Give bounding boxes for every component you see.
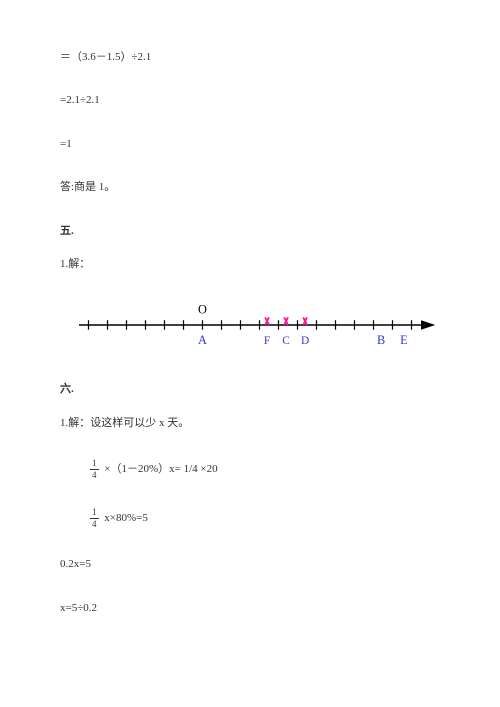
section-6-eq4: x=5÷0.2 [60,601,440,616]
eq2-text: x×80%=5 [104,512,148,524]
calc-answer: 答:商是 1。 [60,180,440,195]
section-5-header: 五. [60,224,440,239]
calc-step2: =2.1÷2.1 [60,93,440,108]
section-6-eq3: 0.2x=5 [60,557,440,572]
svg-text:F: F [264,335,270,347]
svg-text:O: O [198,303,207,317]
section-6-eq1: 1 4 ×（1－20%）x= 1/4 ×20 [90,459,440,480]
svg-text:B: B [377,333,385,347]
svg-text:D: D [301,335,309,347]
calc-step1: ＝（3.6－1.5）÷2.1 [60,50,440,65]
fraction-1-4: 1 4 [90,459,99,480]
section-5-prob1: 1.解： [60,257,440,272]
calc-step3: =1 [60,137,440,152]
eq1-text: ×（1－20%）x= 1/4 ×20 [104,463,217,475]
svg-text:A: A [198,333,207,347]
page-content: ＝（3.6－1.5）÷2.1 =2.1÷2.1 =1 答:商是 1。 五. 1.… [0,0,500,664]
section-6-prob1: 1.解：设这样可以少 x 天。 [60,416,440,431]
number-line-diagram: O A F C D B E [60,297,440,352]
fraction-1-4-b: 1 4 [90,508,99,529]
section-6-header: 六. [60,382,440,397]
svg-text:E: E [400,333,408,347]
svg-text:C: C [282,335,290,347]
section-6-eq2: 1 4 x×80%=5 [90,508,440,529]
